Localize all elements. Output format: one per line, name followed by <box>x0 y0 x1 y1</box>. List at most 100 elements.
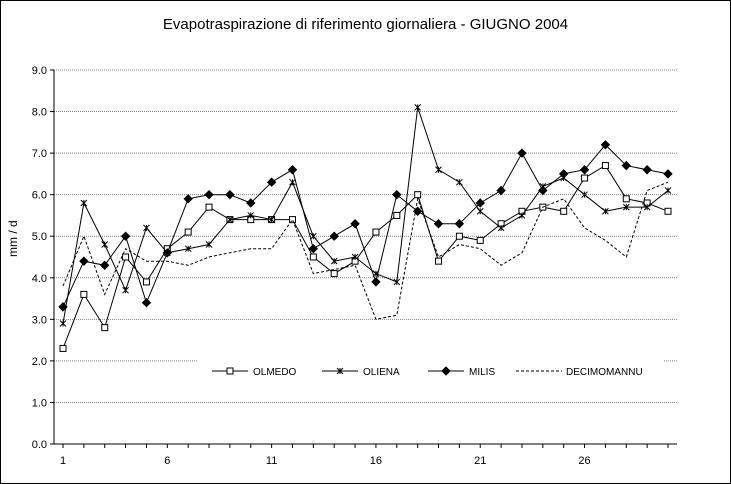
data-point-diamond <box>58 302 68 312</box>
data-point-square <box>122 253 130 261</box>
data-point-diamond <box>392 189 402 200</box>
data-point-star <box>414 104 422 111</box>
data-point-star <box>309 232 317 240</box>
data-point-diamond <box>642 165 652 175</box>
y-tick-label: 8.0 <box>32 107 47 119</box>
y-tick-label: 2.0 <box>32 356 47 368</box>
y-tick-label: 5.0 <box>32 231 47 243</box>
data-point-star <box>80 199 88 207</box>
legend-label: OLMEDO <box>253 367 297 378</box>
data-point-diamond <box>600 140 611 150</box>
y-tick-label: 7.0 <box>32 148 47 160</box>
series-line-oliena <box>62 107 669 324</box>
legend-item-decimomannu: DECIMOMANNU <box>516 367 643 378</box>
data-point-diamond <box>246 198 256 208</box>
data-point-diamond <box>120 231 131 241</box>
data-point-diamond <box>371 277 381 287</box>
legend-item-olmedo: OLMEDO <box>212 367 297 378</box>
data-point-diamond <box>433 219 444 229</box>
data-point-square <box>601 162 609 170</box>
gridlines <box>54 69 677 403</box>
data-point-diamond <box>475 198 485 208</box>
x-tick-label: 21 <box>474 455 486 467</box>
legend-label: MILIS <box>469 367 495 378</box>
data-point-star <box>59 320 67 327</box>
data-point-square <box>184 228 192 236</box>
data-point-star <box>435 166 442 174</box>
y-tick-label: 0.0 <box>32 439 47 451</box>
data-point-star <box>664 187 672 194</box>
series-line-milis <box>62 144 669 308</box>
data-point-star <box>247 212 255 219</box>
data-point-diamond <box>663 169 673 179</box>
data-point-star <box>643 203 651 211</box>
data-point-star <box>456 178 463 186</box>
data-point-star <box>393 278 401 286</box>
data-point-square <box>664 207 672 215</box>
data-point-star <box>226 216 234 223</box>
data-point-square <box>101 324 109 332</box>
data-point-diamond <box>79 256 89 266</box>
data-point-square <box>435 257 443 265</box>
data-point-diamond <box>100 260 110 271</box>
legend-label: OLIENA <box>363 367 400 378</box>
legend-item-milis: MILIS <box>428 366 495 378</box>
data-point-star <box>330 257 338 265</box>
data-point-star <box>143 224 150 232</box>
data-point-square <box>205 203 213 211</box>
series-layer <box>58 104 673 352</box>
data-point-square <box>330 270 338 278</box>
data-point-diamond <box>141 298 152 308</box>
axes: 0.01.02.03.04.05.06.07.08.09.01 6 11 16 21 26 <box>32 65 677 467</box>
data-point-square <box>288 216 296 224</box>
data-point-square <box>455 232 463 240</box>
data-point-star <box>184 245 192 253</box>
series-line-olmedo <box>62 164 669 349</box>
data-point-star <box>476 207 484 215</box>
chart-title: Evapotraspirazione di riferimento giorna… <box>162 16 569 33</box>
data-point-star <box>622 203 630 211</box>
data-point-square <box>226 367 234 375</box>
data-point-diamond <box>621 160 631 171</box>
data-point-diamond <box>517 148 527 158</box>
data-point-diamond <box>287 165 298 175</box>
data-point-star <box>336 367 344 375</box>
y-tick-label: 1.0 <box>32 397 47 409</box>
y-tick-label: 6.0 <box>32 190 47 202</box>
data-point-diamond <box>496 185 506 196</box>
data-point-square <box>372 228 380 236</box>
x-tick-label: 26 <box>578 455 590 467</box>
data-point-diamond <box>204 189 214 200</box>
data-point-diamond <box>162 248 173 258</box>
data-point-square <box>59 344 67 352</box>
data-point-star <box>602 207 609 215</box>
data-point-diamond <box>579 165 590 175</box>
series-line-decimomannu <box>62 181 669 320</box>
data-point-square <box>80 290 88 298</box>
data-point-star <box>289 178 296 186</box>
data-point-star <box>205 241 213 248</box>
y-tick-label: 4.0 <box>32 273 47 285</box>
data-point-diamond <box>350 219 360 229</box>
x-tick-label: 6 <box>164 455 170 467</box>
legend-item-oliena: OLIENA <box>322 367 400 378</box>
data-point-star <box>122 286 129 294</box>
data-point-star <box>518 212 526 219</box>
data-point-diamond <box>183 194 193 204</box>
data-point-diamond <box>329 231 339 241</box>
data-point-square <box>414 191 422 199</box>
data-point-square <box>309 253 317 261</box>
data-point-diamond <box>454 219 465 229</box>
data-point-star <box>581 191 588 199</box>
data-point-diamond <box>308 243 319 254</box>
data-point-diamond <box>225 189 235 200</box>
data-point-diamond <box>558 169 569 179</box>
data-point-square <box>622 195 630 203</box>
data-point-square <box>560 207 568 215</box>
data-point-square <box>393 211 401 219</box>
y-tick-label: 3.0 <box>32 314 47 326</box>
y-tick-label: 9.0 <box>32 65 47 77</box>
data-point-diamond <box>266 177 277 187</box>
data-point-square <box>142 278 150 286</box>
